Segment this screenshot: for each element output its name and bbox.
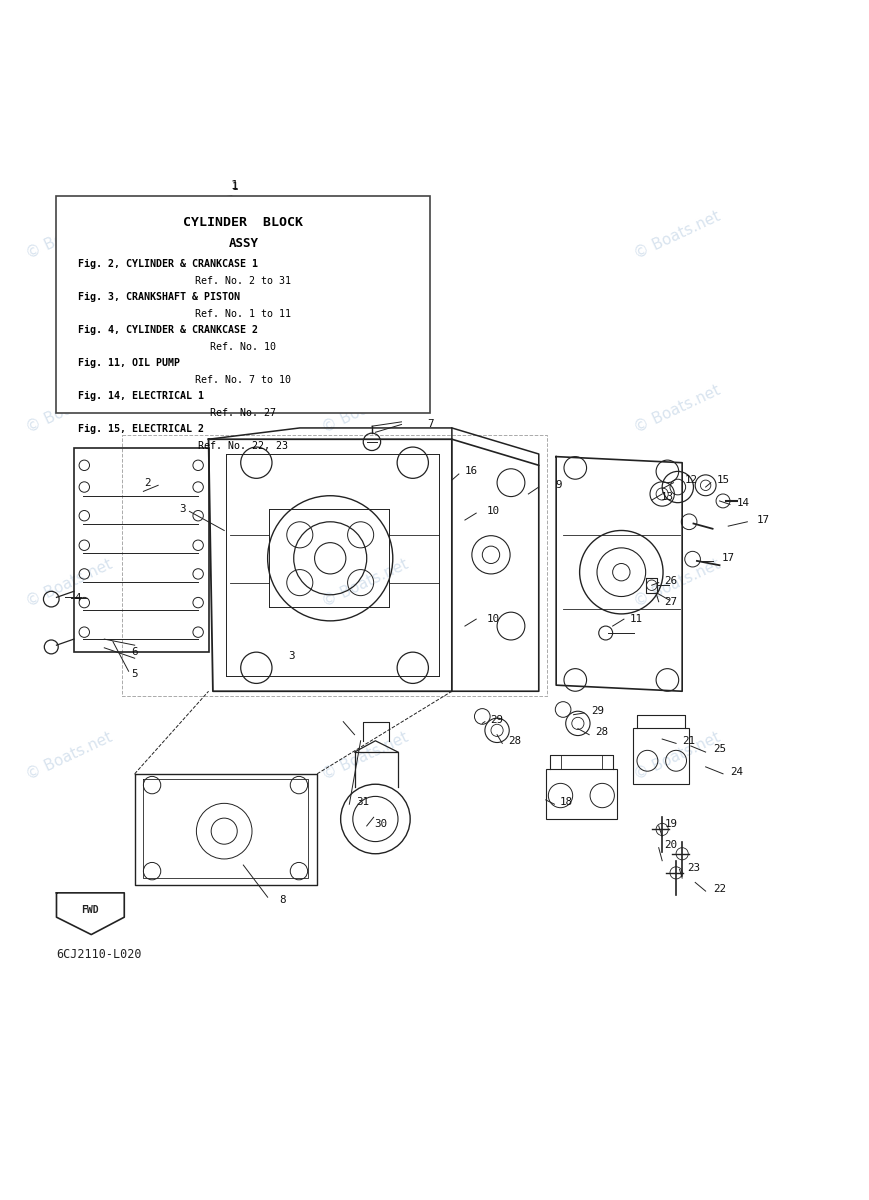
Text: 19: 19 <box>665 820 677 829</box>
Text: 25: 25 <box>713 744 726 755</box>
Text: © Boats.net: © Boats.net <box>320 556 410 610</box>
Text: © Boats.net: © Boats.net <box>633 730 723 782</box>
Text: Fig. 4, CYLINDER & CRANKCASE 2: Fig. 4, CYLINDER & CRANKCASE 2 <box>78 325 258 336</box>
Text: Fig. 14, ELECTRICAL 1: Fig. 14, ELECTRICAL 1 <box>78 391 204 402</box>
Text: 8: 8 <box>279 895 286 905</box>
Text: 29: 29 <box>592 707 604 716</box>
Text: 21: 21 <box>682 736 694 745</box>
Text: Fig. 15, ELECTRICAL 2: Fig. 15, ELECTRICAL 2 <box>78 425 204 434</box>
Text: 30: 30 <box>375 820 387 829</box>
Text: 31: 31 <box>357 797 369 806</box>
Text: 29: 29 <box>491 715 503 725</box>
Text: © Boats.net: © Boats.net <box>24 556 115 610</box>
Text: Fig. 2, CYLINDER & CRANKCASE 1: Fig. 2, CYLINDER & CRANKCASE 1 <box>78 259 258 269</box>
Text: 1: 1 <box>231 179 238 192</box>
Text: 3: 3 <box>179 504 186 514</box>
Text: © Boats.net: © Boats.net <box>633 556 723 610</box>
Text: Fig. 11, OIL PUMP: Fig. 11, OIL PUMP <box>78 359 180 368</box>
Text: 10: 10 <box>488 614 500 624</box>
Text: Ref. No. 2 to 31: Ref. No. 2 to 31 <box>196 276 291 286</box>
Text: 5: 5 <box>131 668 138 679</box>
Text: 13: 13 <box>661 492 673 503</box>
Text: CYLINDER  BLOCK: CYLINDER BLOCK <box>183 216 303 229</box>
Text: 15: 15 <box>717 475 729 485</box>
Text: 28: 28 <box>595 727 607 737</box>
Text: 14: 14 <box>737 498 749 508</box>
Text: © Boats.net: © Boats.net <box>320 383 410 436</box>
Text: 20: 20 <box>665 840 677 850</box>
Text: 9: 9 <box>555 480 562 491</box>
Text: © Boats.net: © Boats.net <box>633 209 723 262</box>
Text: 10: 10 <box>488 506 500 516</box>
Text: 2: 2 <box>144 478 151 487</box>
FancyBboxPatch shape <box>56 196 430 413</box>
Text: © Boats.net: © Boats.net <box>24 383 115 436</box>
Text: 22: 22 <box>713 883 726 894</box>
Text: 18: 18 <box>561 797 573 806</box>
Text: © Boats.net: © Boats.net <box>633 383 723 436</box>
Bar <box>74 448 209 652</box>
Text: © Boats.net: © Boats.net <box>24 730 115 782</box>
Text: ASSY: ASSY <box>229 236 258 250</box>
Text: 27: 27 <box>665 596 677 607</box>
Text: 16: 16 <box>465 467 477 476</box>
Text: 24: 24 <box>731 767 743 778</box>
Bar <box>633 727 689 785</box>
Text: 12: 12 <box>685 475 697 485</box>
Text: Fig. 3, CRANKSHAFT & PISTON: Fig. 3, CRANKSHAFT & PISTON <box>78 293 240 302</box>
Text: 17: 17 <box>722 553 734 563</box>
Text: 6CJ2110-L020: 6CJ2110-L020 <box>56 948 142 961</box>
Text: 3: 3 <box>288 652 295 661</box>
Text: 17: 17 <box>757 515 769 526</box>
Text: 28: 28 <box>508 736 521 745</box>
Text: © Boats.net: © Boats.net <box>320 730 410 782</box>
Text: Ref. No. 10: Ref. No. 10 <box>210 342 276 352</box>
Text: Ref. No. 22, 23: Ref. No. 22, 23 <box>198 440 289 451</box>
Bar <box>546 768 617 818</box>
Text: 11: 11 <box>630 614 642 624</box>
Text: 26: 26 <box>665 576 677 586</box>
Text: 23: 23 <box>687 863 700 872</box>
Text: 6: 6 <box>131 647 138 658</box>
Text: Ref. No. 7 to 10: Ref. No. 7 to 10 <box>196 374 291 385</box>
Text: FWD: FWD <box>82 906 99 916</box>
Text: Ref. No. 1 to 11: Ref. No. 1 to 11 <box>196 308 291 319</box>
Text: © Boats.net: © Boats.net <box>24 209 115 262</box>
Text: Ref. No. 27: Ref. No. 27 <box>210 408 276 418</box>
Text: 1: 1 <box>231 182 238 192</box>
Text: © Boats.net: © Boats.net <box>320 209 410 262</box>
Text: 7: 7 <box>427 420 434 430</box>
Text: 4: 4 <box>75 593 82 604</box>
